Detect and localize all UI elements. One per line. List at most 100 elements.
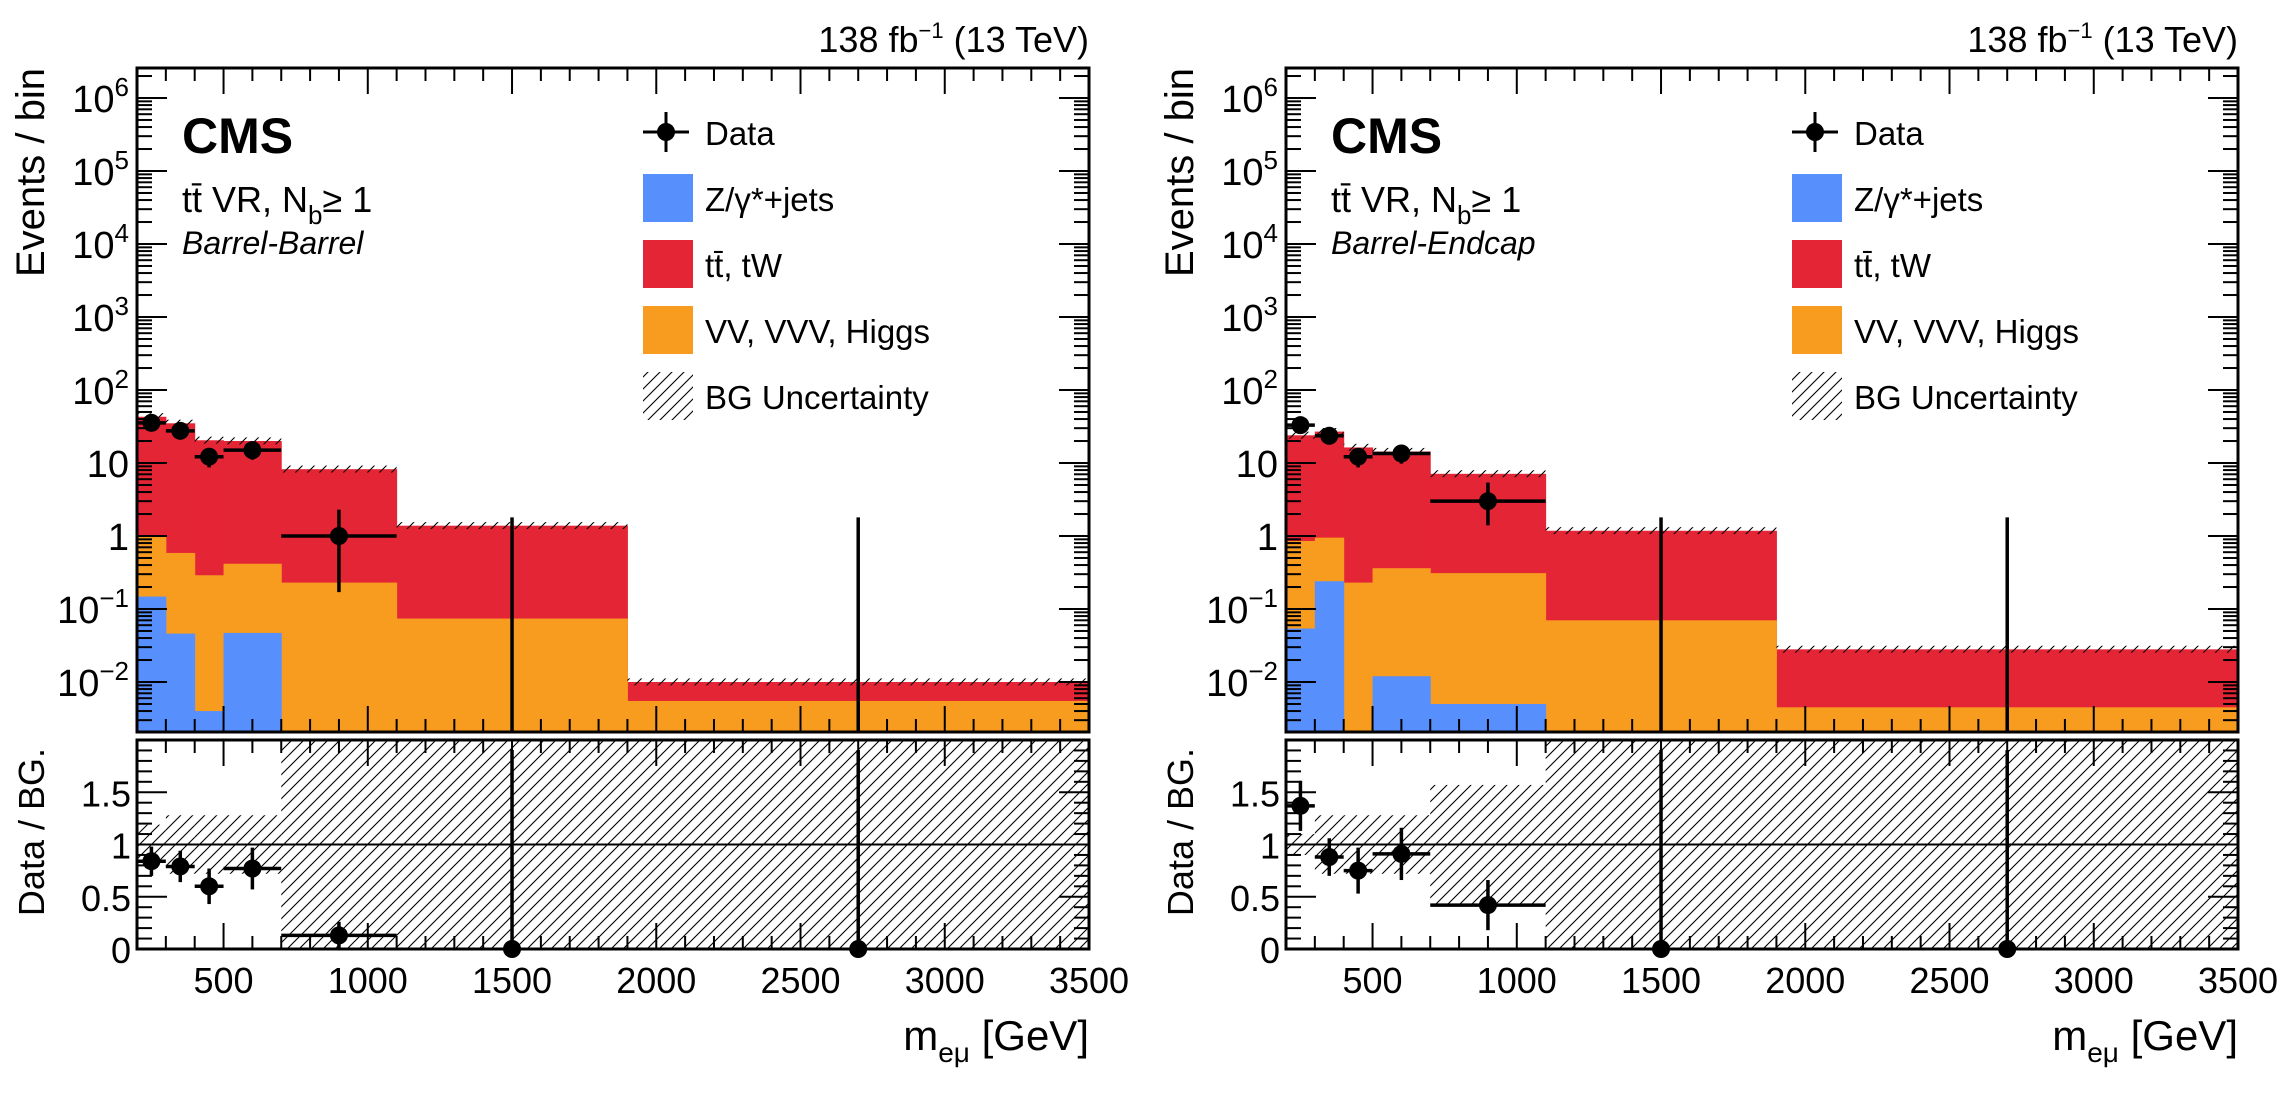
main-plot-area [1286,416,2238,732]
main-frame [1284,66,2240,734]
region-post: ≥ 1 [1472,179,1522,220]
y-tick-label: 106 [1221,72,1278,121]
cms-label: CMS [182,108,293,164]
bar-zjets [137,596,167,732]
region-sub: b [1457,200,1471,230]
region-label: tt̄ VR, Nb≥ 1 [182,179,372,230]
y-tick-exp: 4 [115,218,129,248]
legend-data-marker [1806,123,1824,141]
x-tick-label: 3500 [2198,960,2278,1001]
y-tick-exp: −2 [99,656,129,686]
y-tick-base: 10 [1206,663,1248,705]
y-tick-base: 10 [87,444,129,486]
y-tick-exp: −1 [99,583,129,613]
ratio-point [171,857,190,876]
lumi-label: 138 fb−1 (13 TeV) [1967,18,2238,60]
y-tick-exp: 3 [115,291,129,321]
ratio-y-axis-label: Data / BG. [1160,748,1201,916]
x-tick-label: 1500 [472,960,552,1001]
y-tick-base: 10 [72,225,114,267]
ratio-point [329,926,348,945]
legend-swatch-ttbar [1792,240,1842,288]
y-tick-base: 10 [1221,371,1263,413]
bar-vv [281,582,398,732]
legend-entry: BG Uncertainty [643,372,929,420]
lumi-sup: −1 [2068,18,2093,43]
lumi-energy: (13 TeV) [2093,19,2238,60]
legend-swatch-vv [1792,306,1842,354]
y-tick-base: 10 [57,590,99,632]
x-tick-label: 1000 [1477,960,1557,1001]
y-axis-label: Events / bin [1158,68,1202,277]
legend-swatch-hatch [1792,372,1842,420]
y-tick-exp: 2 [115,364,129,394]
x-label-post: [GeV] [970,1012,1089,1059]
lumi-label: 138 fb−1 (13 TeV) [818,18,1089,60]
y-tick-base: 10 [72,298,114,340]
legend: Data Z/γ*+jets tt̄, tW VV, VVV, Higgs BG Unc… [1792,112,2079,420]
x-tick-label: 2000 [616,960,696,1001]
legend-swatch-zjets [643,174,693,222]
ratio-point [1291,796,1310,815]
legend-label: Data [705,115,775,152]
x-tick-label: 1500 [1621,960,1701,1001]
legend-swatch-ttbar [643,240,693,288]
data-point [1478,492,1497,511]
legend-label: VV, VVV, Higgs [705,313,930,350]
region-post: ≥ 1 [323,179,373,220]
y-tick-label: 10−1 [1206,583,1278,632]
ratio-y-tick-label: 0 [1260,930,1280,971]
legend-label: VV, VVV, Higgs [1854,313,2079,350]
y-tick-label: 1 [108,517,129,559]
y-tick-exp: 3 [1264,291,1278,321]
x-tick-label: 3500 [1049,960,1129,1001]
x-label-sub: eμ [938,1037,970,1068]
legend-label: tt̄, tW [1854,247,1932,284]
ratio-point [1320,848,1339,867]
x-tick-label: 500 [194,960,254,1001]
legend-label: Z/γ*+jets [1854,181,1983,218]
ratio-point [1349,861,1368,880]
y-tick-base: 10 [1221,152,1263,194]
y-tick-base: 1 [108,517,129,559]
legend-entry: Z/γ*+jets [643,174,834,222]
legend-entry: Data [643,112,775,152]
y-tick-base: 10 [1221,298,1263,340]
data-point [1320,426,1339,445]
y-tick-base: 10 [57,663,99,705]
legend-entry: BG Uncertainty [1792,372,2078,420]
legend-swatch-vv [643,306,693,354]
legend-label: tt̄, tW [705,247,783,284]
ratio-point [1392,844,1411,863]
y-tick-label: 104 [72,218,129,267]
bar-vv [1343,582,1374,732]
y-tick-label: 10 [1236,444,1278,486]
y-tick-exp: 2 [1264,364,1278,394]
y-tick-exp: −1 [1248,583,1278,613]
y-tick-exp: 4 [1264,218,1278,248]
legend-swatch-zjets [1792,174,1842,222]
x-tick-label: 2000 [1765,960,1845,1001]
y-tick-exp: 5 [1264,145,1278,175]
category-label: Barrel-Barrel [182,225,364,261]
ratio-y-tick-label: 1.5 [1230,773,1280,814]
ratio-plot-area [137,740,1089,949]
x-tick-label: 3000 [2054,960,2134,1001]
legend-entry: Data [1792,112,1924,152]
y-tick-base: 10 [72,152,114,194]
ratio-y-tick-label: 0.5 [81,878,131,919]
bar-zjets [1314,581,1345,732]
legend-data-marker [657,123,675,141]
y-tick-exp: 6 [115,72,129,102]
x-tick-label: 2500 [1909,960,1989,1001]
data-point [171,421,190,440]
x-label-sub: eμ [2087,1037,2119,1068]
data-point [200,447,219,466]
legend-entry: tt̄, tW [1792,240,1932,288]
legend-entry: tt̄, tW [643,240,783,288]
ratio-point [1478,896,1497,915]
y-tick-exp: −2 [1248,656,1278,686]
ratio-y-tick-label: 0.5 [1230,878,1280,919]
